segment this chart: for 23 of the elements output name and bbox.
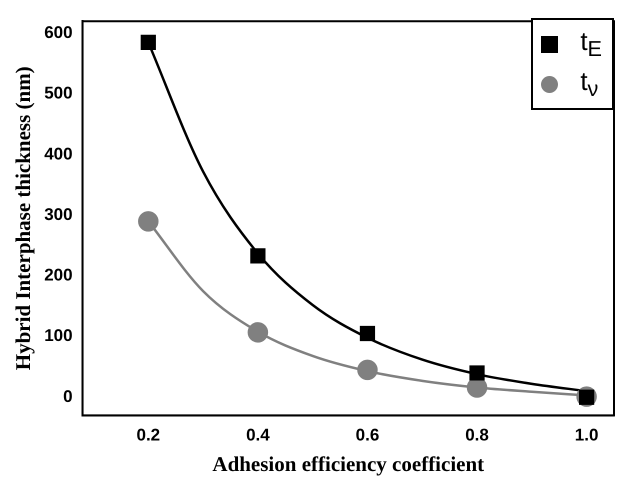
y-tick-label: 200 — [44, 266, 73, 285]
point — [357, 360, 378, 380]
x-axis-title: Adhesion efficiency coefficient — [212, 452, 484, 476]
y-tick-label: 0 — [63, 386, 73, 406]
x-tick-label: 0.8 — [465, 425, 489, 444]
point — [140, 34, 156, 50]
x-tick-label: 0.6 — [356, 425, 380, 444]
x-tick-label: 0.2 — [136, 425, 160, 444]
legend-label: t$_{ν}$ — [580, 66, 598, 102]
point — [248, 322, 268, 343]
y-tick-label: 400 — [44, 144, 73, 164]
y-axis-title: Hybrid Interphase thickness (nm) — [11, 66, 36, 370]
y-tick-label: 500 — [44, 84, 73, 103]
point — [250, 248, 266, 264]
point — [138, 211, 159, 232]
legend-label: t$_{E}$ — [580, 26, 602, 62]
point — [360, 326, 376, 342]
x-tick-label: 1.0 — [574, 425, 598, 444]
y-tick-label: 100 — [44, 326, 73, 346]
point — [469, 365, 485, 381]
y-tick-label: 600 — [44, 23, 73, 42]
y-tick-label: 300 — [44, 204, 73, 224]
x-tick-label: 0.4 — [246, 425, 270, 444]
